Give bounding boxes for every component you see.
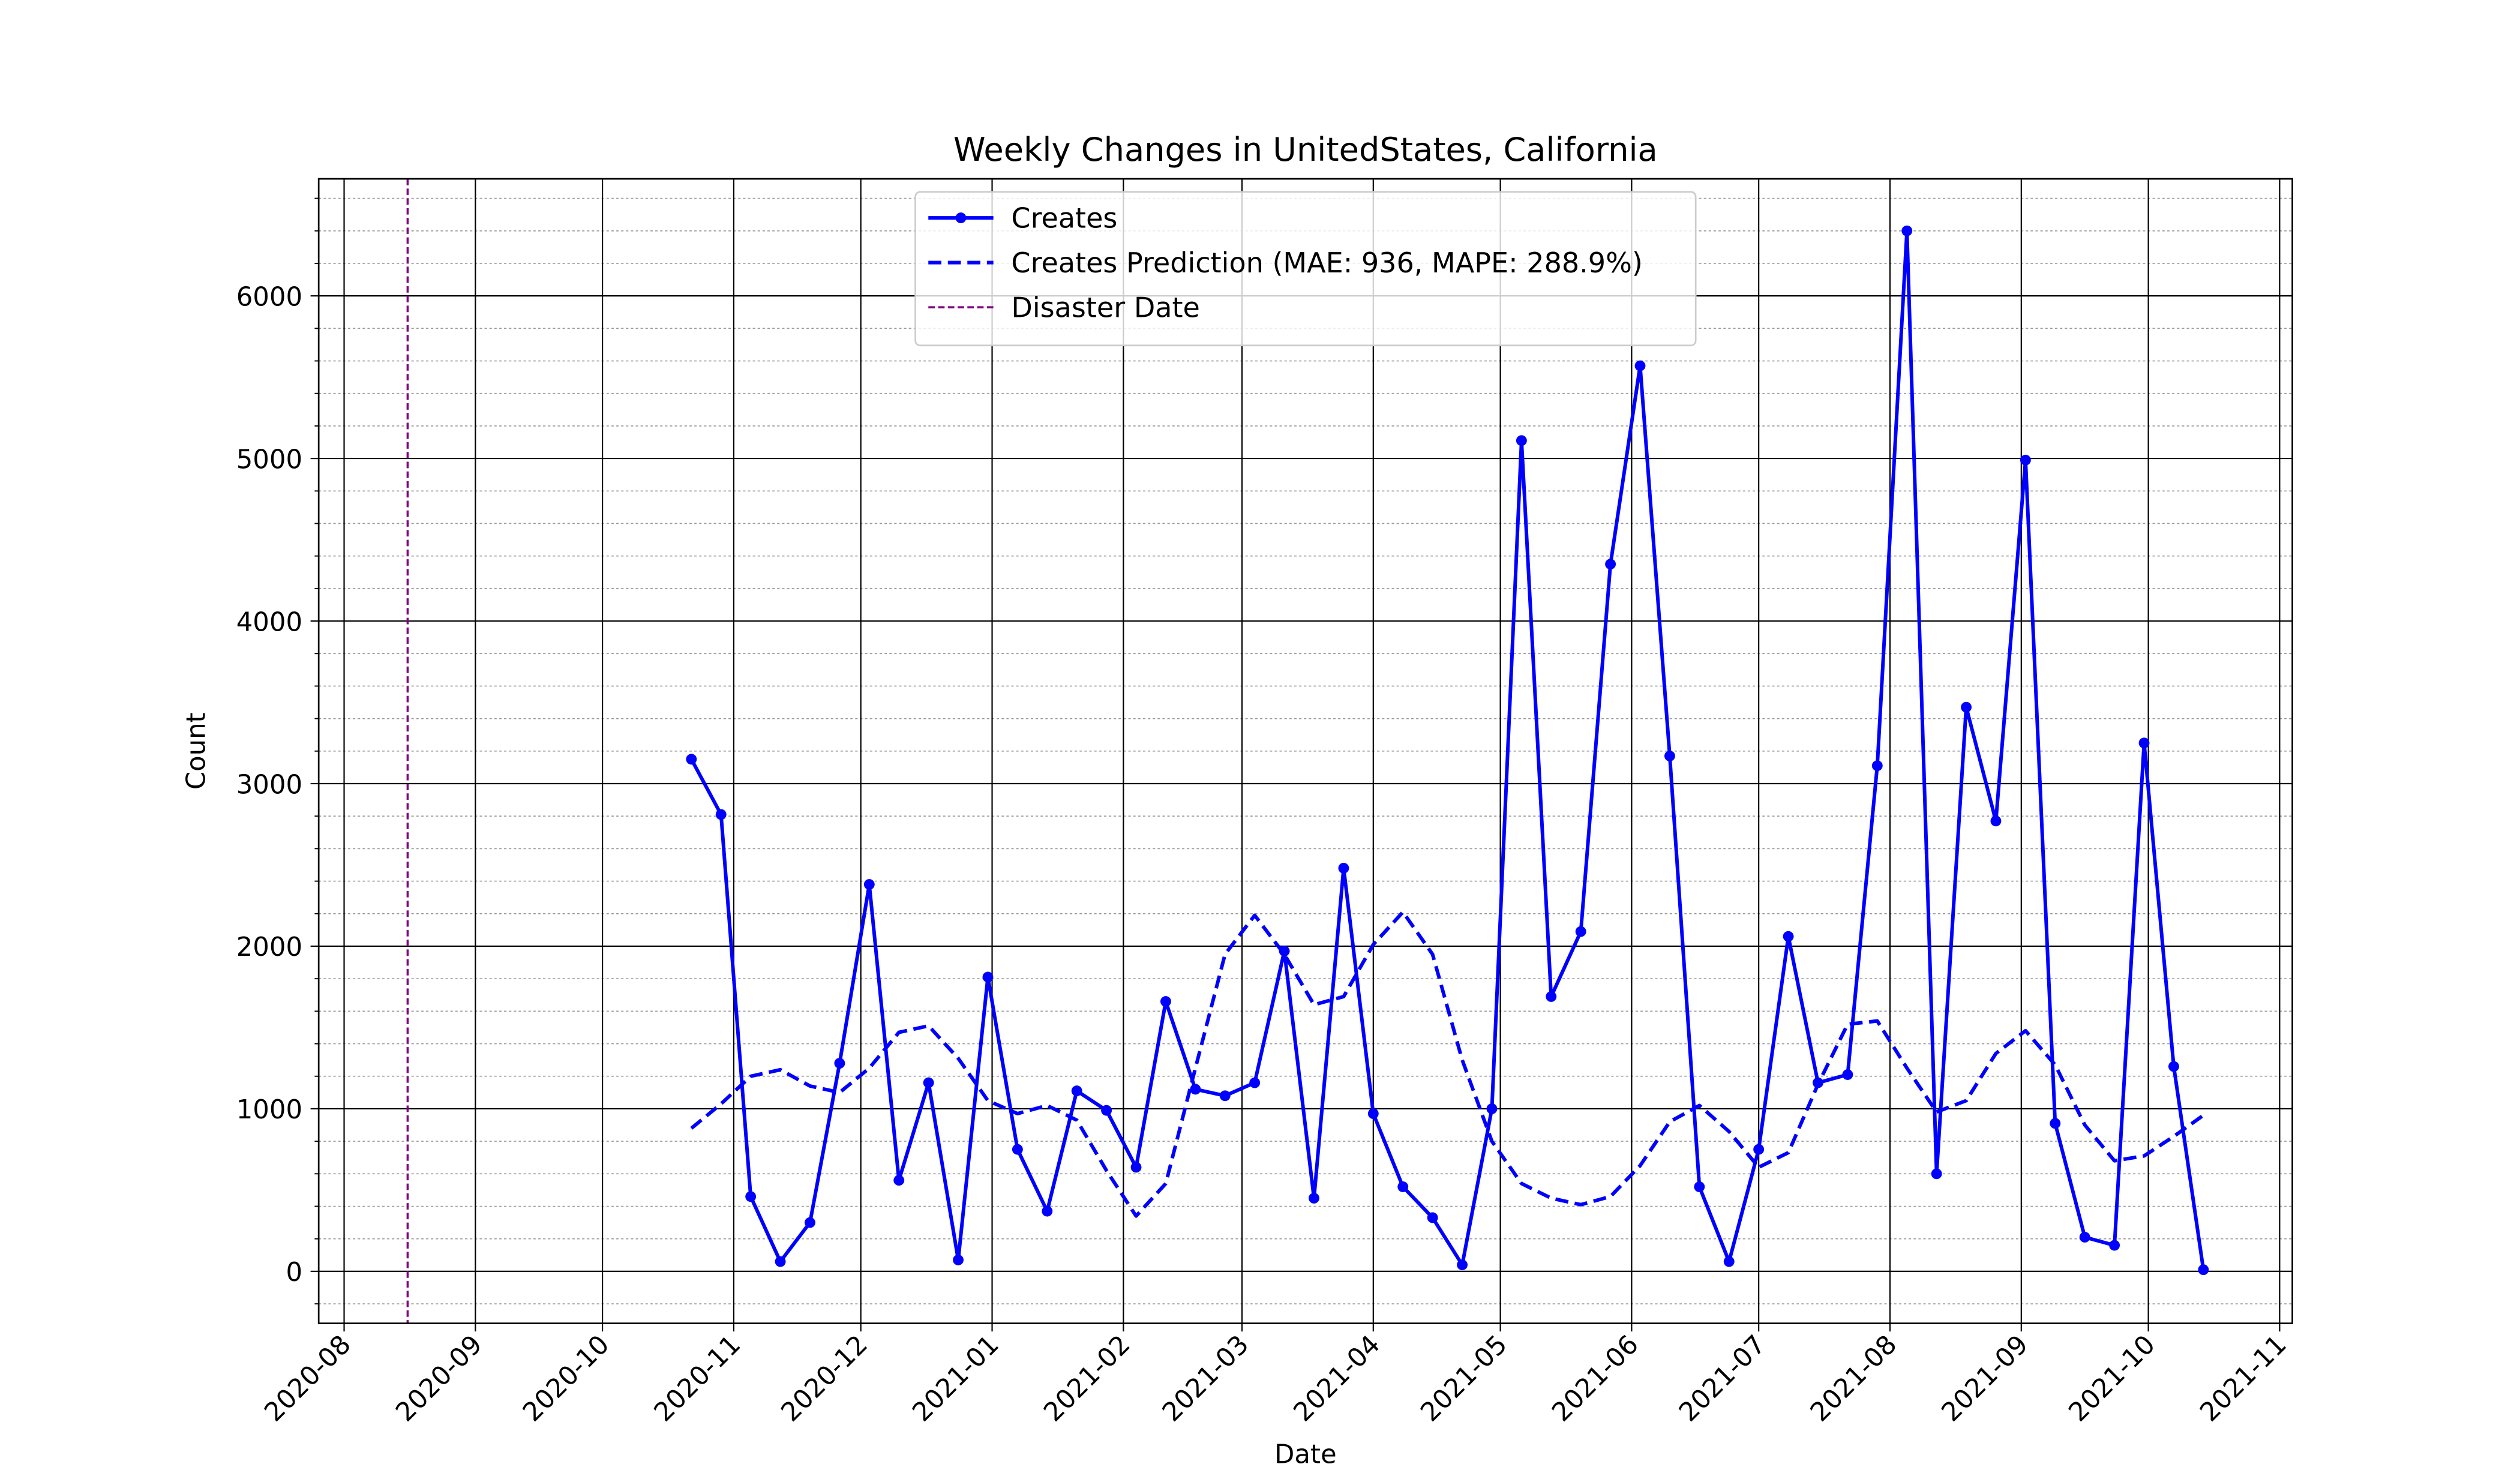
- y-tick-label: 3000: [236, 770, 302, 800]
- data-point: [715, 809, 727, 820]
- data-point: [775, 1256, 786, 1267]
- plot-frame: [317, 178, 2293, 1324]
- data-point: [1901, 225, 1913, 236]
- data-point: [1931, 1168, 1942, 1180]
- data-point: [863, 879, 875, 890]
- data-point: [1546, 991, 1557, 1002]
- data-point: [1042, 1205, 1053, 1217]
- data-point: [1012, 1144, 1023, 1155]
- data-point: [1605, 559, 1616, 570]
- data-point: [953, 1254, 964, 1265]
- legend-label: Creates Prediction (MAE: 936, MAPE: 288.…: [1011, 247, 1642, 279]
- data-point: [1249, 1077, 1261, 1088]
- data-point: [1367, 1108, 1379, 1120]
- data-point: [1575, 926, 1586, 937]
- data-point: [1160, 996, 1171, 1007]
- legend-label: Creates: [1011, 202, 1117, 234]
- data-point: [1486, 1103, 1498, 1114]
- data-point: [686, 754, 697, 765]
- data-point: [982, 971, 994, 983]
- plot: [406, 179, 2209, 1324]
- data-point: [1427, 1212, 1438, 1223]
- data-point: [1516, 435, 1527, 446]
- y-tick-label: 5000: [236, 445, 302, 475]
- data-point: [1309, 1193, 1319, 1204]
- data-point: [2198, 1264, 2209, 1276]
- series-line: [689, 229, 2206, 1270]
- data-point: [1842, 1069, 1853, 1080]
- data-point: [2079, 1232, 2090, 1243]
- y-tick-label: 0: [286, 1258, 302, 1288]
- series-line: [690, 910, 2205, 1218]
- data-point: [745, 1191, 757, 1202]
- data-point: [1634, 360, 1646, 371]
- legend-label: Disaster Date: [1011, 291, 1199, 323]
- data-point: [1219, 1090, 1231, 1102]
- data-point: [1723, 1256, 1735, 1267]
- data-point: [1753, 1144, 1765, 1155]
- legend-box: [914, 191, 1697, 347]
- data-point: [2050, 1118, 2061, 1129]
- data-point: [2138, 737, 2150, 749]
- y-tick-label: 6000: [236, 282, 302, 312]
- legend: Creates Creates Prediction (MAE: 936, MAP…: [914, 191, 1697, 347]
- data-point: [1961, 701, 1972, 713]
- data-point: [1664, 751, 1675, 761]
- data-point: [923, 1077, 934, 1088]
- data-point: [1130, 1162, 1142, 1173]
- data-point: [1990, 815, 2002, 827]
- data-point: [893, 1175, 905, 1186]
- data-point: [1783, 931, 1794, 942]
- data-point: [805, 1217, 815, 1228]
- data-point: [1071, 1085, 1082, 1097]
- x-axis-label: Date: [1274, 1440, 1337, 1470]
- data-point: [1190, 1084, 1201, 1095]
- chart-title: Weekly Changes in UnitedStates, Californ…: [953, 131, 1658, 169]
- y-tick-label: 2000: [236, 932, 302, 962]
- data-point: [1397, 1181, 1409, 1192]
- y-tick-label: 1000: [236, 1095, 302, 1125]
- data-point: [1871, 760, 1883, 772]
- y-axis-label: Count: [181, 712, 211, 790]
- data-point: [1457, 1259, 1468, 1270]
- data-point: [1338, 862, 1349, 874]
- data-point: [834, 1058, 845, 1069]
- data-point: [1694, 1181, 1705, 1192]
- y-tick-label: 4000: [236, 607, 302, 637]
- data-point: [1101, 1105, 1112, 1116]
- data-point: [2020, 454, 2031, 466]
- data-point: [2168, 1061, 2179, 1072]
- data-point: [2109, 1240, 2120, 1251]
- legend-marker: [955, 212, 967, 224]
